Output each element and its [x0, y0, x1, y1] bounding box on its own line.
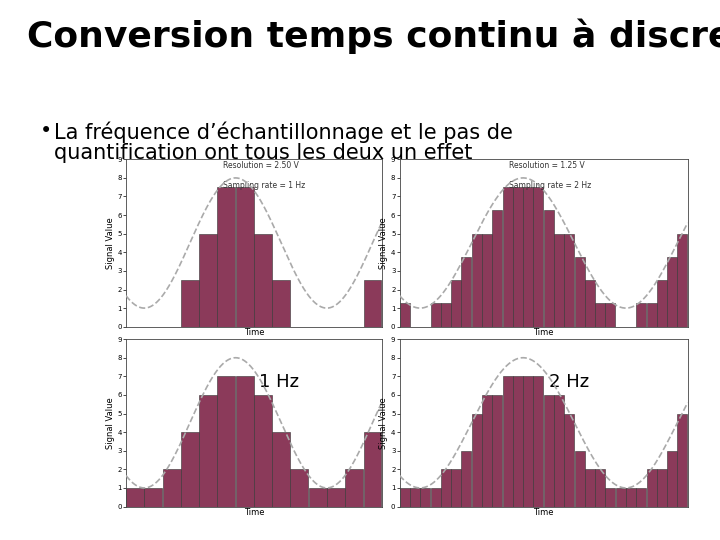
- Bar: [235, 187, 253, 327]
- Text: Sampling rate = 2 Hz: Sampling rate = 2 Hz: [509, 181, 591, 190]
- Text: 1 Hz: 1 Hz: [259, 373, 299, 390]
- Bar: [564, 234, 575, 327]
- Bar: [636, 303, 647, 327]
- Bar: [462, 257, 472, 327]
- X-axis label: Time: Time: [534, 328, 554, 337]
- Bar: [364, 280, 382, 327]
- Text: quantification ont tous les deux un effet: quantification ont tous les deux un effe…: [54, 143, 472, 163]
- Bar: [199, 234, 217, 327]
- Bar: [513, 187, 523, 327]
- Bar: [647, 469, 657, 507]
- Bar: [451, 280, 462, 327]
- Bar: [482, 234, 492, 327]
- Bar: [420, 488, 431, 507]
- Bar: [272, 432, 290, 507]
- Text: La fréquence d’échantillonnage et le pas de: La fréquence d’échantillonnage et le pas…: [54, 122, 513, 143]
- Bar: [606, 303, 616, 327]
- Bar: [492, 211, 503, 327]
- Bar: [554, 234, 564, 327]
- Bar: [575, 257, 585, 327]
- Bar: [544, 211, 554, 327]
- Bar: [199, 395, 217, 507]
- Bar: [534, 376, 544, 507]
- Bar: [503, 187, 513, 327]
- Bar: [181, 432, 199, 507]
- Bar: [657, 280, 667, 327]
- Bar: [657, 469, 667, 507]
- Y-axis label: Signal Value: Signal Value: [379, 397, 388, 449]
- Bar: [647, 303, 657, 327]
- Bar: [554, 395, 564, 507]
- Bar: [503, 376, 513, 507]
- Text: Sampling rate = 1 Hz: Sampling rate = 1 Hz: [223, 181, 305, 190]
- Bar: [145, 488, 162, 507]
- Bar: [309, 488, 327, 507]
- Y-axis label: Signal Value: Signal Value: [379, 217, 388, 269]
- Bar: [472, 234, 482, 327]
- Text: Conversion temps continu à discret: Conversion temps continu à discret: [27, 19, 720, 55]
- Bar: [126, 488, 144, 507]
- Y-axis label: Signal Value: Signal Value: [106, 217, 114, 269]
- Bar: [564, 414, 575, 507]
- Bar: [616, 488, 626, 507]
- Bar: [678, 414, 688, 507]
- Bar: [290, 469, 308, 507]
- Bar: [235, 376, 253, 507]
- Bar: [595, 303, 606, 327]
- Bar: [523, 187, 534, 327]
- Text: Traduit et adapté de matériel mis sur Internet par divers auteurs: Traduit et adapté de matériel mis sur In…: [11, 521, 282, 531]
- Bar: [364, 432, 382, 507]
- Bar: [217, 376, 235, 507]
- Bar: [523, 376, 534, 507]
- Bar: [431, 488, 441, 507]
- Bar: [400, 488, 410, 507]
- Bar: [410, 488, 420, 507]
- Bar: [606, 488, 616, 507]
- Bar: [595, 469, 606, 507]
- Bar: [667, 451, 678, 507]
- Bar: [451, 469, 462, 507]
- Text: Resolution = 1.25 V: Resolution = 1.25 V: [509, 161, 585, 170]
- Bar: [327, 488, 345, 507]
- Y-axis label: Signal Value: Signal Value: [106, 397, 114, 449]
- Bar: [441, 303, 451, 327]
- Bar: [472, 414, 482, 507]
- Bar: [544, 395, 554, 507]
- Bar: [181, 280, 199, 327]
- Bar: [462, 451, 472, 507]
- Bar: [346, 469, 363, 507]
- Bar: [492, 395, 503, 507]
- Bar: [400, 303, 410, 327]
- Bar: [636, 488, 647, 507]
- Bar: [482, 395, 492, 507]
- Bar: [254, 234, 272, 327]
- Bar: [163, 469, 181, 507]
- Text: 2 Hz: 2 Hz: [549, 373, 590, 390]
- Text: Resolution = 2.50 V: Resolution = 2.50 V: [223, 161, 299, 170]
- Bar: [441, 469, 451, 507]
- Bar: [678, 234, 688, 327]
- Bar: [585, 469, 595, 507]
- Bar: [272, 280, 290, 327]
- Bar: [626, 488, 636, 507]
- Bar: [254, 395, 272, 507]
- Bar: [575, 451, 585, 507]
- Bar: [585, 280, 595, 327]
- Bar: [513, 376, 523, 507]
- Bar: [534, 187, 544, 327]
- Bar: [431, 303, 441, 327]
- Bar: [217, 187, 235, 327]
- X-axis label: Time: Time: [534, 508, 554, 517]
- Bar: [667, 257, 678, 327]
- Text: •: •: [40, 122, 52, 141]
- X-axis label: Time: Time: [243, 508, 264, 517]
- X-axis label: Time: Time: [243, 328, 264, 337]
